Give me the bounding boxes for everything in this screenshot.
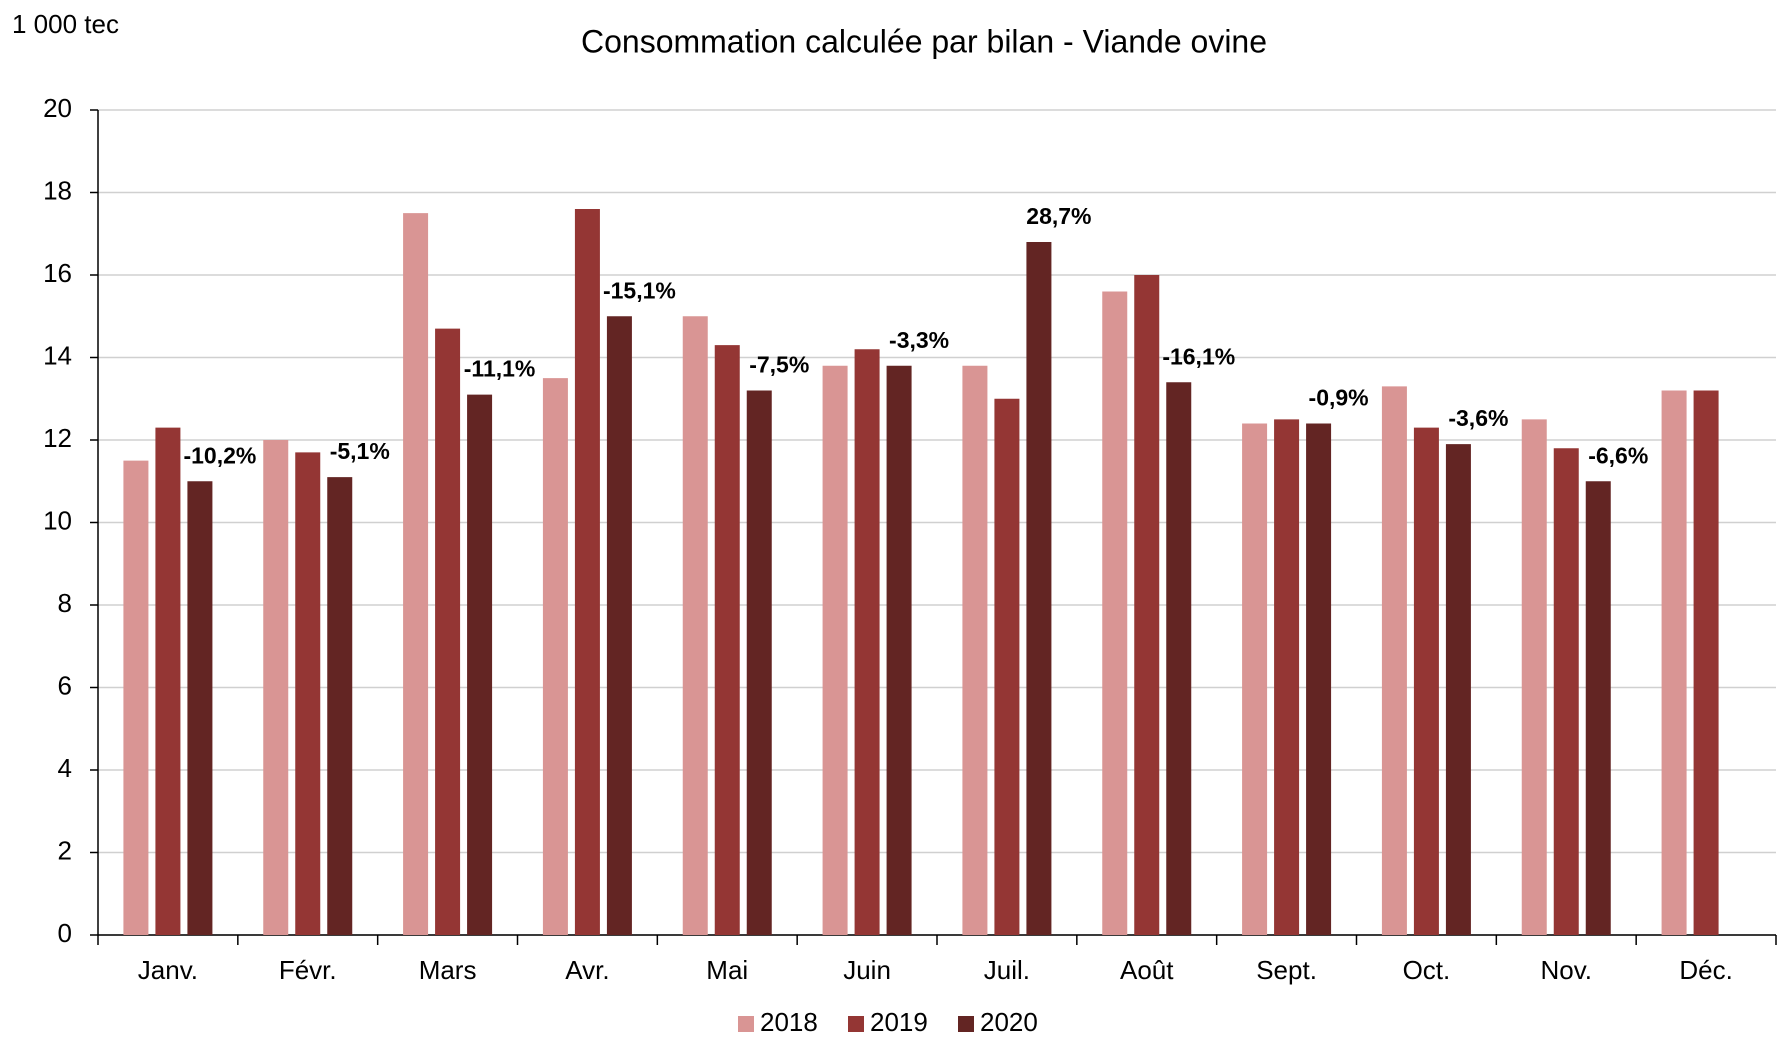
y-tick-label: 2 (58, 835, 72, 865)
bar (886, 365, 912, 935)
bar (1413, 427, 1439, 935)
legend-swatch (738, 1016, 754, 1032)
x-tick-label: Juin (843, 955, 891, 985)
x-tick-label: Janv. (138, 955, 198, 985)
bar (1134, 275, 1160, 935)
bar (1026, 242, 1052, 935)
annotation: -10,2% (183, 442, 256, 468)
annotation: -3,6% (1448, 405, 1508, 431)
y-tick-label: 16 (43, 258, 72, 288)
y-tick-label: 20 (43, 93, 72, 123)
bar (822, 365, 848, 935)
y-tick-label: 12 (43, 423, 72, 453)
bar (1381, 386, 1407, 935)
bar (682, 316, 708, 935)
x-tick-label: Nov. (1540, 955, 1592, 985)
bar (435, 328, 461, 935)
legend-label: 2020 (980, 1007, 1038, 1037)
x-tick-label: Juil. (984, 955, 1030, 985)
bar (1693, 390, 1719, 935)
chart-title: Consommation calculée par bilan - Viande… (581, 23, 1267, 59)
x-tick-label: Déc. (1679, 955, 1732, 985)
bar (574, 209, 600, 935)
legend-swatch (958, 1016, 974, 1032)
y-tick-label: 14 (43, 340, 72, 370)
bar (155, 427, 181, 935)
bar (1661, 390, 1687, 935)
annotation: 28,7% (1026, 203, 1091, 229)
bar (1553, 448, 1579, 935)
bar (1102, 291, 1128, 935)
bar (1585, 481, 1611, 935)
x-tick-label: Août (1120, 955, 1174, 985)
y-tick-label: 4 (58, 753, 72, 783)
x-tick-label: Avr. (565, 955, 609, 985)
y-tick-label: 18 (43, 175, 72, 205)
bar (1306, 423, 1332, 935)
bar (1166, 382, 1192, 935)
bar (994, 398, 1020, 935)
bar (295, 452, 321, 935)
y-tick-label: 8 (58, 588, 72, 618)
y-tick-label: 10 (43, 505, 72, 535)
bar (123, 460, 149, 935)
x-tick-label: Mars (419, 955, 477, 985)
y-tick-label: 6 (58, 670, 72, 700)
bar (263, 440, 289, 935)
x-tick-label: Févr. (279, 955, 337, 985)
bar (854, 349, 880, 935)
bar (327, 477, 353, 935)
bar (746, 390, 772, 935)
bar (542, 378, 568, 935)
bar (1445, 444, 1471, 935)
annotation: -16,1% (1162, 343, 1235, 369)
y-tick-label: 0 (58, 918, 72, 948)
legend-swatch (848, 1016, 864, 1032)
x-tick-label: Sept. (1256, 955, 1317, 985)
annotation: -5,1% (330, 438, 390, 464)
annotation: -0,9% (1309, 385, 1369, 411)
legend-label: 2018 (760, 1007, 818, 1037)
bar (467, 394, 493, 935)
x-tick-label: Mai (706, 955, 748, 985)
bar (962, 365, 988, 935)
bar (1274, 419, 1300, 935)
bar (403, 213, 429, 935)
legend-label: 2019 (870, 1007, 928, 1037)
bar (606, 316, 632, 935)
y-axis-label: 1 000 tec (12, 9, 119, 39)
annotation: -15,1% (603, 277, 676, 303)
annotation: -7,5% (749, 352, 809, 378)
annotation: -3,3% (889, 327, 949, 353)
bar (187, 481, 213, 935)
annotation: -11,1% (464, 356, 536, 382)
bar (1521, 419, 1547, 935)
bar (1242, 423, 1268, 935)
x-tick-label: Oct. (1403, 955, 1451, 985)
annotation: -6,6% (1588, 442, 1648, 468)
bar (714, 345, 740, 935)
